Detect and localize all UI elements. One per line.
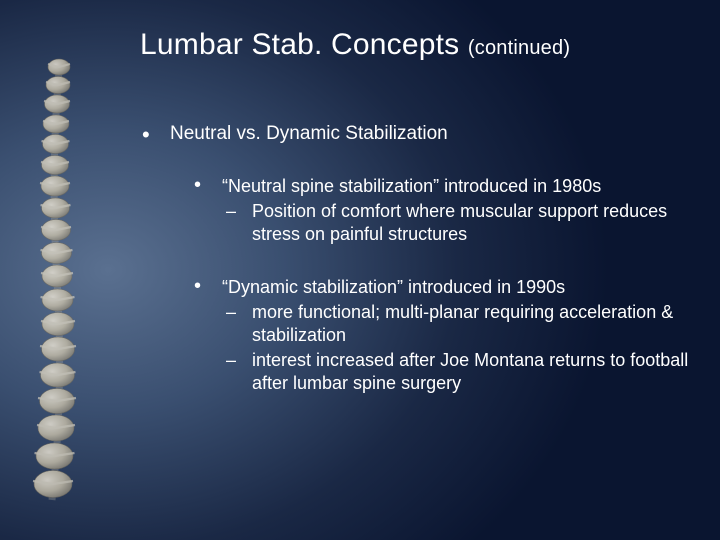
bullet-list-level3: Position of comfort where muscular suppo… — [222, 200, 700, 246]
bullet-list-level1: Neutral vs. Dynamic Stabilization “Neutr… — [140, 122, 700, 395]
bullet-list-level3: more functional; multi-planar requiring … — [222, 301, 700, 395]
bullet-dynamic-sub1: more functional; multi-planar requiring … — [226, 301, 700, 347]
bullet-dynamic-sub2: interest increased after Joe Montana ret… — [226, 349, 700, 395]
title-main: Lumbar Stab. Concepts — [140, 28, 468, 61]
spine-illustration — [10, 55, 110, 505]
slide-content: Lumbar Stab. Concepts (continued) Neutra… — [140, 28, 700, 425]
bullet-main: Neutral vs. Dynamic Stabilization “Neutr… — [142, 122, 700, 395]
slide-title: Lumbar Stab. Concepts (continued) — [140, 28, 700, 62]
bullet-neutral-text: “Neutral spine stabilization” introduced… — [222, 176, 601, 196]
bullet-neutral: “Neutral spine stabilization” introduced… — [194, 175, 700, 246]
title-continued: (continued) — [468, 37, 570, 59]
bullet-dynamic: “Dynamic stabilization” introduced in 19… — [194, 276, 700, 395]
bullet-dynamic-text: “Dynamic stabilization” introduced in 19… — [222, 277, 565, 297]
bullet-list-level2: “Neutral spine stabilization” introduced… — [170, 175, 700, 395]
bullet-main-text: Neutral vs. Dynamic Stabilization — [170, 123, 448, 144]
bullet-neutral-sub1: Position of comfort where muscular suppo… — [226, 200, 700, 246]
